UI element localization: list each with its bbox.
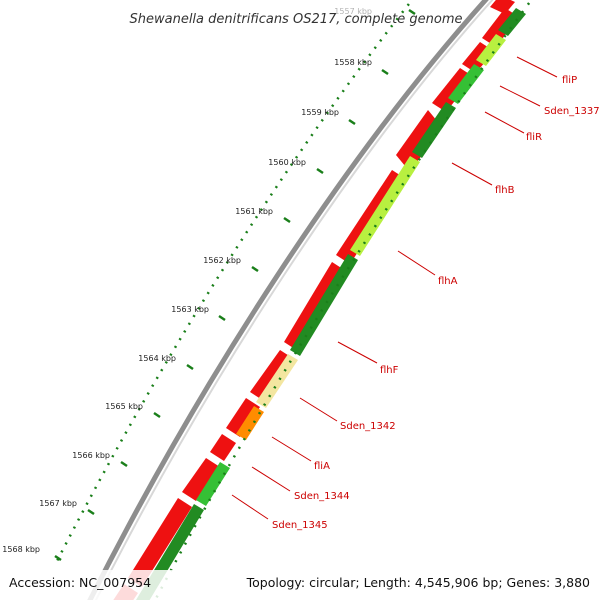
genome-backbone <box>87 0 489 600</box>
footer-background <box>0 570 600 600</box>
tick-label: 1558 kbp <box>334 58 372 67</box>
tick-label: 1561 kbp <box>235 207 273 216</box>
leader-line <box>231 494 269 520</box>
gene-label[interactable]: Sden_1342 <box>340 421 396 432</box>
cds-feature[interactable] <box>128 498 192 587</box>
tick-mark <box>283 216 291 224</box>
topology-text: Topology: circular; Length: 4,545,906 bp… <box>246 575 590 590</box>
tick-mark <box>87 508 95 516</box>
gene-feature[interactable] <box>236 406 264 440</box>
genome-backbone-highlight <box>94 0 494 600</box>
tick-label: 1560 kbp <box>268 158 306 167</box>
tick-label: 1566 kbp <box>72 451 110 460</box>
tick-label: 1562 kbp <box>203 256 241 265</box>
tick-mark <box>381 68 389 76</box>
leader-line <box>397 250 436 276</box>
leader-line <box>484 111 525 134</box>
gene-feature[interactable] <box>256 354 298 408</box>
leader-line <box>337 341 378 364</box>
gene-label[interactable]: flhF <box>380 365 399 376</box>
tick-mark <box>316 167 324 175</box>
gene-label[interactable]: Sden_1337 <box>544 106 600 117</box>
tick-label: 1568 kbp <box>2 545 40 554</box>
gene-track <box>136 8 526 600</box>
gene-feature[interactable] <box>350 156 420 256</box>
tick-label: 1557 kbp <box>334 7 372 16</box>
tick-mark <box>218 314 226 322</box>
leader-line <box>251 466 291 492</box>
tick-label: 1565 kbp <box>105 402 143 411</box>
gene-label[interactable]: fliP <box>562 75 577 86</box>
gene-feature[interactable] <box>412 102 456 158</box>
leader-line <box>271 436 312 462</box>
leader-line <box>516 56 558 78</box>
gene-label[interactable]: flhB <box>495 185 515 196</box>
tick-label: 1563 kbp <box>171 305 209 314</box>
gene-label[interactable]: Sden_1344 <box>294 491 350 502</box>
tick-label: 1567 kbp <box>39 499 77 508</box>
gene-feature[interactable] <box>498 8 526 36</box>
accession-text: Accession: NC_007954 <box>9 575 151 590</box>
cds-feature[interactable] <box>490 0 515 14</box>
leader-line <box>451 162 493 186</box>
cds-feature[interactable] <box>182 458 220 501</box>
gene-label[interactable]: Sden_1345 <box>272 520 328 531</box>
tick-label: 1564 kbp <box>138 354 176 363</box>
leader-line <box>299 397 338 422</box>
cds-feature[interactable] <box>210 434 236 461</box>
leader-line <box>499 85 541 107</box>
tick-mark <box>186 363 194 371</box>
tick-mark <box>251 265 259 273</box>
gene-label[interactable]: fliR <box>526 132 542 143</box>
map-title: Shewanella denitrificans OS217, complete… <box>130 12 463 27</box>
tick-label: 1559 kbp <box>301 108 339 117</box>
tick-mark <box>408 8 416 16</box>
gene-feature[interactable] <box>476 34 506 66</box>
scale-ticks: 1557 kbp 1558 kbp 1559 kbp 1560 kbp 1561 kbp… <box>2 7 416 562</box>
tick-mark <box>120 460 128 468</box>
gene-feature[interactable] <box>290 254 358 356</box>
gene-feature[interactable] <box>196 462 230 506</box>
outer-dotted-arc <box>53 0 414 566</box>
gene-feature[interactable] <box>448 64 484 104</box>
gene-label[interactable]: flhA <box>438 276 458 287</box>
gene-labels: fliP Sden_1337 fliR flhB flhA flhF Sden_1342fl… <box>231 56 600 531</box>
tick-mark <box>348 118 356 126</box>
cds-feature[interactable] <box>226 398 260 437</box>
gene-label[interactable]: fliA <box>314 461 330 472</box>
tick-mark <box>153 411 161 419</box>
tick-mark <box>54 554 62 562</box>
